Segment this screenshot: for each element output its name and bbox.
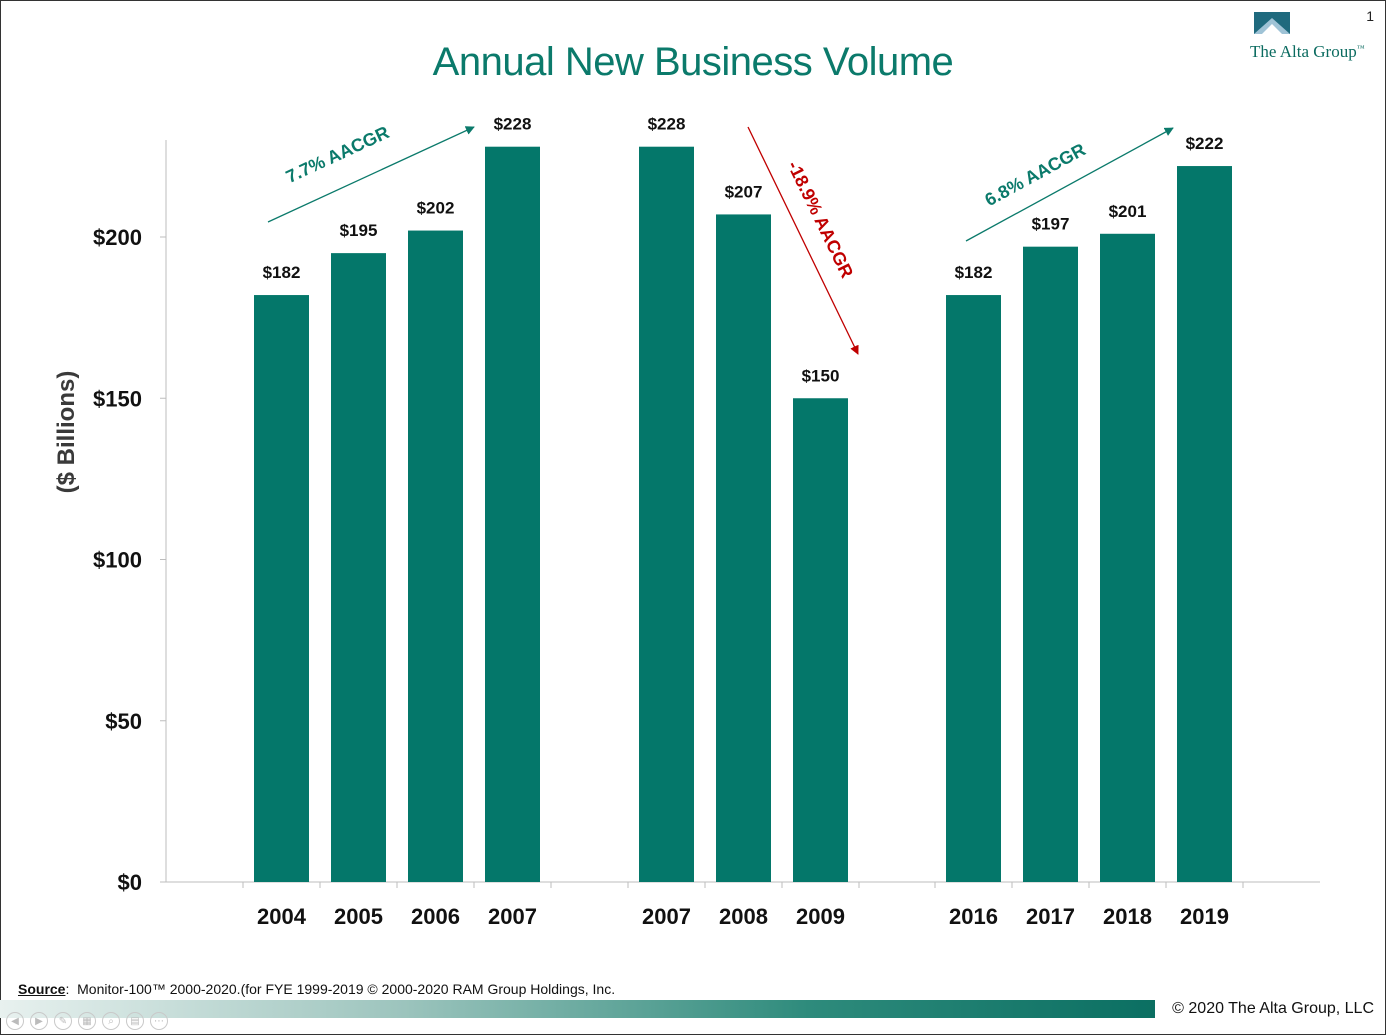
x-tick-label: 2018 <box>1103 904 1152 929</box>
y-tick-label: $0 <box>118 870 142 895</box>
y-tick-label: $200 <box>93 225 142 250</box>
data-label: $197 <box>1032 215 1070 234</box>
chart-title: Annual New Business Volume <box>432 40 954 84</box>
data-label: $201 <box>1109 202 1147 221</box>
slideshow-control-icon[interactable]: ⌕ <box>102 1012 120 1030</box>
slideshow-control-icon[interactable]: ▤ <box>126 1012 144 1030</box>
trend-arrow <box>267 126 475 223</box>
bar-chart: $0 $50 $100 $150 $200 ($ Billions) $182 2004 $19… <box>53 115 1320 929</box>
data-label: $207 <box>725 182 763 201</box>
x-tick-label: 2016 <box>949 904 998 929</box>
trend-arrow <box>965 127 1174 242</box>
data-label: $222 <box>1186 134 1224 153</box>
alta-logo-icon <box>1254 12 1290 34</box>
footer-gradient-bar <box>0 1000 1155 1018</box>
x-tick-label: 2005 <box>334 904 383 929</box>
bar <box>331 253 386 882</box>
data-label: $195 <box>340 221 378 240</box>
bar <box>1023 246 1078 883</box>
bar <box>1177 166 1232 883</box>
page-number: 1 <box>1366 8 1374 24</box>
slideshow-control-icon[interactable]: ▶ <box>30 1012 48 1030</box>
y-tick-label: $150 <box>93 386 142 411</box>
bar <box>946 295 1001 882</box>
data-label: $182 <box>263 263 301 282</box>
x-tick-label: 2007 <box>642 904 691 929</box>
slideshow-controls: ◀ ▶ ✎ ▦ ⌕ ▤ ⋯ <box>6 1012 168 1030</box>
y-tick-label: $100 <box>93 548 142 573</box>
slideshow-control-icon[interactable]: ⋯ <box>150 1012 168 1030</box>
trend-arrow <box>747 126 859 355</box>
source-note: Source: Monitor-100™ 2000-2020.(for FYE … <box>18 981 616 997</box>
copyright-text: © 2020 The Alta Group, LLC <box>1172 1000 1374 1017</box>
x-tick-label: 2007 <box>488 904 537 929</box>
bar <box>793 398 848 882</box>
x-tick-label: 2006 <box>411 904 460 929</box>
x-tick-label: 2019 <box>1180 904 1229 929</box>
slideshow-control-icon[interactable]: ◀ <box>6 1012 24 1030</box>
bar <box>716 214 771 883</box>
bar <box>254 295 309 882</box>
x-tick-label: 2008 <box>719 904 768 929</box>
data-label: $150 <box>802 366 840 385</box>
x-tick-label: 2017 <box>1026 904 1075 929</box>
data-label: $228 <box>494 115 532 134</box>
y-tick-label: $50 <box>105 709 142 734</box>
bar <box>408 230 463 883</box>
x-tick-label: 2004 <box>257 904 307 929</box>
aacgr-annotation: -18.9% AACGR <box>784 158 858 281</box>
logo-text: The Alta Group™ <box>1250 42 1365 61</box>
aacgr-annotation: 7.7% AACGR <box>283 122 392 187</box>
y-axis-label: ($ Billions) <box>53 371 80 494</box>
bar <box>485 146 540 882</box>
data-label: $202 <box>417 199 455 218</box>
slideshow-control-icon[interactable]: ✎ <box>54 1012 72 1030</box>
aacgr-annotation: 6.8% AACGR <box>981 139 1088 210</box>
data-label: $228 <box>648 115 686 134</box>
bar <box>639 146 694 882</box>
x-tick-label: 2009 <box>796 904 845 929</box>
slideshow-control-icon[interactable]: ▦ <box>78 1012 96 1030</box>
bar <box>1100 233 1155 882</box>
data-label: $182 <box>955 263 993 282</box>
